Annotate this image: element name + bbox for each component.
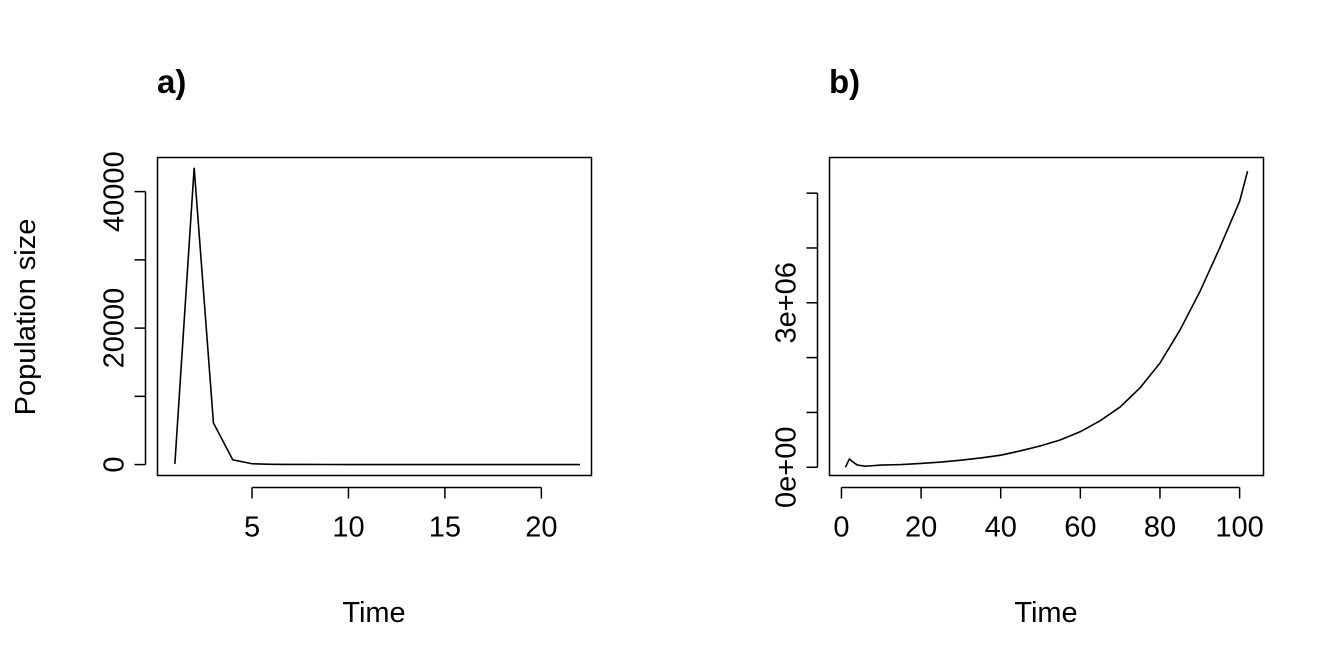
panel-b-x-tick-label: 100: [1215, 512, 1263, 544]
panel-b-x-tick-label: 0: [833, 512, 849, 544]
panel-a-x-tick-label: 5: [244, 512, 260, 544]
panel-b-x-tick-label: 40: [985, 512, 1017, 544]
panel-a-x-tick-label: 15: [429, 512, 461, 544]
panel-a-plot-frame: [156, 156, 593, 477]
panel-b-x-tick-label: 80: [1144, 512, 1176, 544]
panel-b-label: b): [829, 63, 860, 100]
panel-b-x-tick-label: 20: [905, 512, 937, 544]
panel-a-y-axis-title: Population size: [10, 219, 42, 416]
panel-a-y-axis: 0 20000 40000: [99, 151, 147, 473]
panel-a-y-tick-label: 20000: [99, 288, 131, 369]
panel-a-x-axis: 5 10 15 20: [244, 486, 557, 544]
panel-b-x-axis: 0 20 40 60 80 100: [833, 486, 1264, 544]
panel-a-x-axis-title: Time: [342, 597, 405, 629]
panel-a-x-tick-label: 10: [332, 512, 364, 544]
panel-b-y-tick-label: 3e+06: [771, 262, 803, 343]
panel-b-y-axis: 0e+00 3e+06: [771, 192, 819, 508]
panel-a-series-line: [174, 167, 580, 466]
panel-a-label: a): [157, 63, 186, 100]
panel-a-y-tick-label: 40000: [99, 151, 131, 232]
panel-b-x-axis-title: Time: [1014, 597, 1077, 629]
panel-a-x-tick-label: 20: [525, 512, 557, 544]
panel-b-y-tick-label: 0e+00: [771, 427, 803, 508]
panel-a: a) 5 10 15 20 0 20000 40000 Time Population s…: [10, 63, 593, 629]
panel-a-y-tick-label: 0: [99, 457, 131, 473]
panel-b: b) 0 20 40 60 80 100 0e+00 3e+06 Time: [771, 63, 1265, 629]
panel-b-plot-frame: [828, 156, 1265, 477]
panel-b-x-tick-label: 60: [1064, 512, 1096, 544]
panel-b-series-line: [844, 171, 1249, 468]
